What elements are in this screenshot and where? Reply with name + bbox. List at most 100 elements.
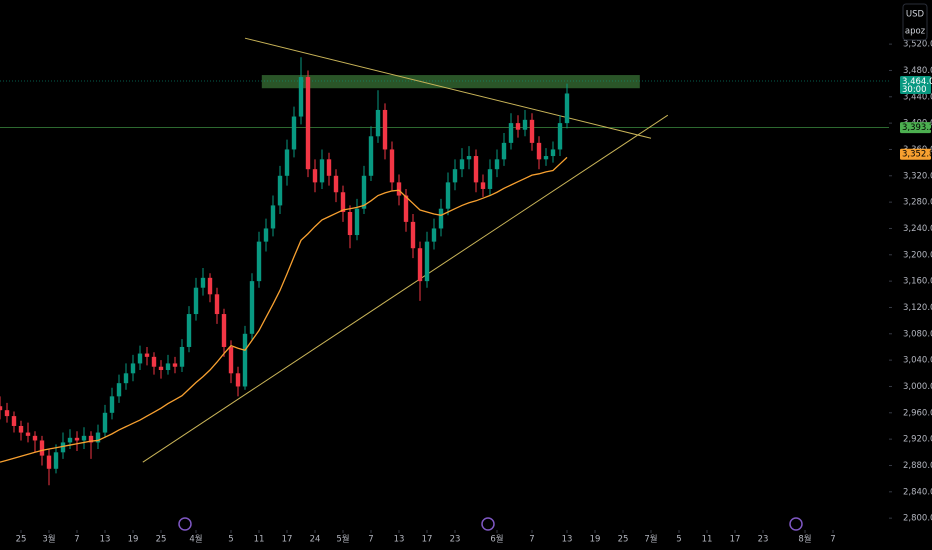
price-tag	[900, 75, 931, 94]
candle-body	[18, 425, 24, 433]
x-tick-label: 25	[156, 535, 167, 545]
candle-body	[417, 248, 423, 282]
candle-body	[200, 277, 206, 288]
candle-body	[564, 93, 570, 124]
x-tick-label: 19	[590, 535, 601, 545]
y-tick-label: 3,240.0	[903, 224, 932, 234]
event-icon[interactable]	[178, 517, 192, 531]
symbol-note: apoz	[905, 27, 926, 37]
candle-body	[116, 383, 122, 397]
candle-body	[473, 156, 479, 183]
price-tag-label: 3,464.0	[902, 77, 932, 87]
candle-body	[326, 159, 332, 176]
candle-body	[151, 356, 157, 367]
candle-body	[368, 136, 374, 176]
x-tick-label: 13	[562, 535, 573, 545]
candle-body	[522, 119, 528, 130]
x-tick-label: 11	[254, 535, 265, 545]
moving-average	[0, 156, 568, 463]
x-tick-label: 5	[676, 535, 681, 545]
candle-body	[256, 241, 262, 282]
y-tick-label: 3,200.0	[903, 250, 932, 260]
event-icons[interactable]	[178, 517, 803, 531]
x-tick-label: 17	[282, 535, 293, 545]
trendline	[244, 37, 652, 139]
candle-body	[137, 353, 143, 364]
candle-body	[53, 452, 59, 469]
candle-body	[375, 109, 381, 137]
candle-body	[361, 175, 367, 209]
candle-body	[25, 432, 31, 436]
candle-body	[319, 159, 325, 183]
event-icon[interactable]	[789, 517, 803, 531]
candle-body	[172, 363, 178, 367]
candle-body	[382, 109, 388, 150]
price-tag-label: 3,352.8	[902, 150, 932, 160]
candle-body	[494, 159, 500, 170]
price-tag-label: 3,393.2	[902, 123, 932, 133]
candle-body	[123, 373, 129, 384]
candle-body	[508, 123, 514, 143]
x-tick-label: 6월	[490, 534, 503, 545]
candle-body	[193, 287, 199, 315]
candle-body	[11, 416, 17, 426]
x-tick-label: 24	[310, 535, 321, 545]
candle-body	[333, 175, 339, 193]
x-tick-label: 8월	[798, 534, 811, 545]
candle-body	[501, 142, 507, 160]
candle-body	[298, 77, 304, 117]
x-tick-label: 25	[16, 535, 27, 545]
candle-body	[396, 182, 402, 196]
x-tick-label: 23	[450, 535, 461, 545]
candle-body	[340, 192, 346, 212]
event-icon[interactable]	[481, 517, 495, 531]
candle-body	[249, 281, 255, 334]
y-tick-label: 2,960.0	[903, 408, 932, 418]
candle-body	[424, 241, 430, 282]
candle-body	[557, 123, 563, 150]
candle-body	[60, 442, 66, 453]
y-tick-label: 3,320.0	[903, 171, 932, 181]
candle-body	[438, 208, 444, 229]
y-tick-label: 3,080.0	[903, 329, 932, 339]
candle-body	[214, 294, 220, 315]
y-tick-label: 3,440.0	[903, 92, 932, 102]
candle-body	[4, 410, 10, 417]
resistance-zone	[261, 75, 640, 89]
price-tag-countdown: 30:00	[902, 85, 927, 95]
candle-body	[550, 149, 556, 157]
x-tick-label: 7	[74, 535, 79, 545]
candle-body	[284, 149, 290, 176]
candle-body	[466, 156, 472, 160]
x-tick-label: 7월	[644, 534, 657, 545]
candle-body	[158, 366, 164, 371]
y-tick-label: 3,120.0	[903, 303, 932, 313]
candle-body	[480, 182, 486, 189]
candle-body	[459, 159, 465, 170]
candle-body	[403, 195, 409, 222]
x-tick-label: 3월	[42, 534, 55, 545]
currency-box[interactable]	[902, 3, 928, 41]
candle-body	[291, 116, 297, 150]
x-tick-label: 19	[128, 535, 139, 545]
y-tick-label: 3,160.0	[903, 277, 932, 287]
price-tag	[900, 122, 931, 134]
candle-body	[39, 440, 45, 456]
candle-body	[95, 432, 101, 443]
candle-body	[81, 435, 87, 441]
candle-body	[179, 346, 185, 367]
y-tick-label: 2,880.0	[903, 461, 932, 471]
candle-body	[410, 221, 416, 249]
y-tick-label: 3,040.0	[903, 356, 932, 366]
candle-body	[109, 396, 115, 413]
candle-body	[102, 412, 108, 433]
candle-body	[452, 169, 458, 183]
candle-body	[270, 205, 276, 229]
x-tick-label: 13	[394, 535, 405, 545]
x-tick-label: 7	[830, 535, 835, 545]
candle-body	[130, 363, 136, 374]
candle-body	[46, 455, 52, 469]
candle-body	[389, 149, 395, 183]
candle-body	[347, 212, 353, 236]
candle-body	[305, 77, 311, 170]
